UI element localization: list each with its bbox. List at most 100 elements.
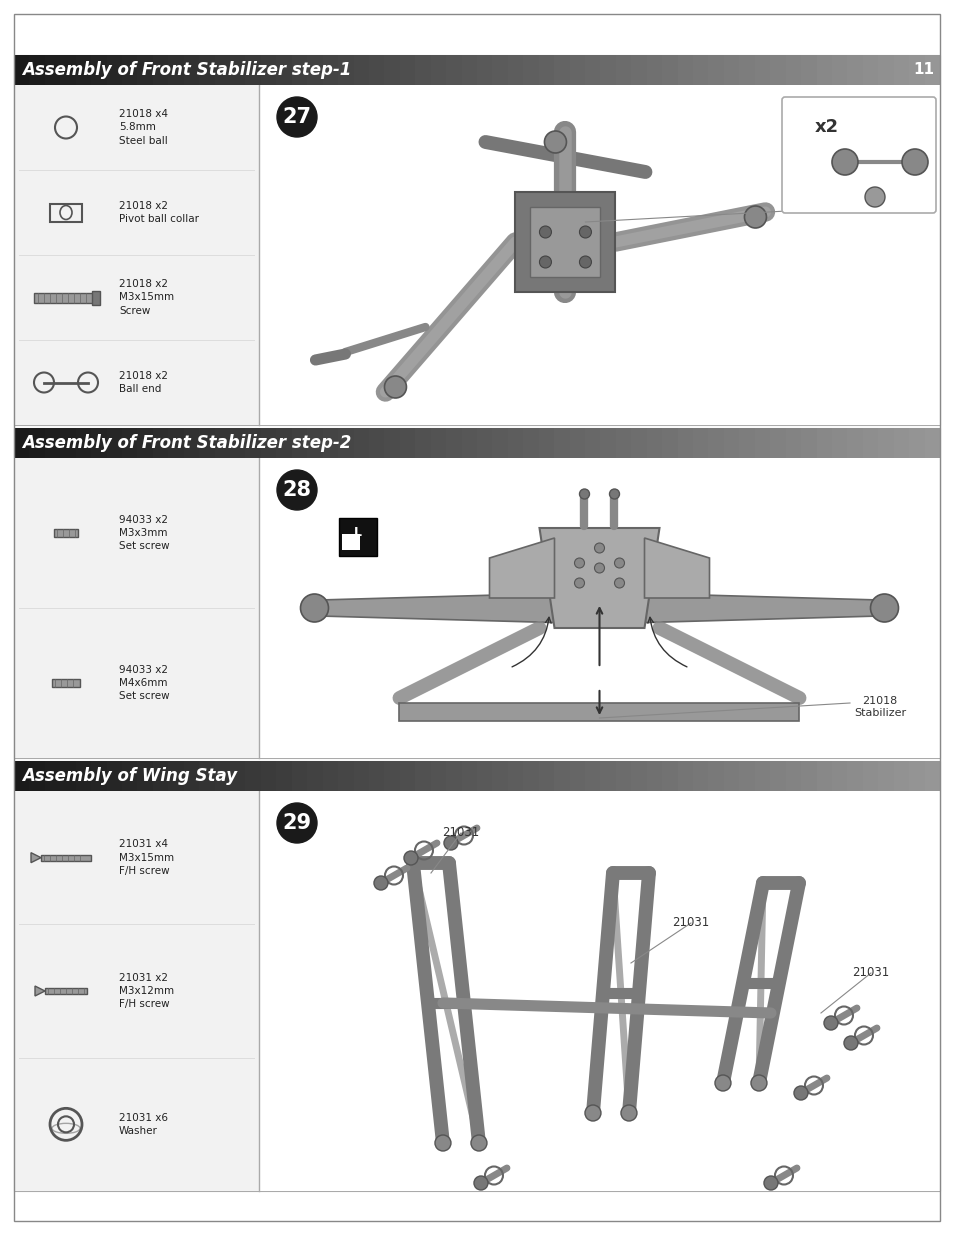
Bar [30, 56, 46, 85]
Text: 21031 x4
M3x15mm
F/H screw: 21031 x4 M3x15mm F/H screw [119, 840, 174, 876]
Bar [60, 429, 76, 458]
Bar [831, 761, 847, 790]
Bar [199, 429, 215, 458]
Bar [52, 679, 80, 687]
Bar [923, 56, 940, 85]
Bar [399, 429, 416, 458]
Text: 29: 29 [282, 813, 312, 832]
Circle shape [443, 836, 457, 850]
Bar [14, 56, 30, 85]
Bar [184, 761, 200, 790]
Bar [341, 534, 359, 550]
Bar [322, 761, 338, 790]
Bar [708, 761, 724, 790]
Bar [184, 429, 200, 458]
Bar [846, 429, 862, 458]
Bar [91, 56, 108, 85]
Bar [616, 429, 632, 458]
Text: x2: x2 [814, 119, 839, 136]
Bar [677, 761, 694, 790]
Circle shape [276, 803, 316, 844]
Bar [769, 429, 786, 458]
Bar [754, 761, 770, 790]
Bar [369, 761, 385, 790]
Bar [75, 761, 92, 790]
Bar [476, 761, 493, 790]
Bar [801, 56, 817, 85]
Bar [276, 56, 293, 85]
Polygon shape [30, 852, 41, 863]
Bar [616, 761, 632, 790]
Text: L: L [354, 526, 361, 538]
Bar [661, 761, 678, 790]
Text: Assembly of Front Stabilizer step-1: Assembly of Front Stabilizer step-1 [22, 61, 351, 79]
Bar [692, 429, 709, 458]
Circle shape [614, 558, 624, 568]
Bar [677, 429, 694, 458]
Bar [754, 56, 770, 85]
Bar [769, 56, 786, 85]
Bar [785, 761, 801, 790]
Bar [45, 761, 61, 790]
Text: 21018 x2
M3x15mm
Screw: 21018 x2 M3x15mm Screw [119, 279, 174, 316]
Bar [476, 429, 493, 458]
Bar [199, 56, 215, 85]
Bar [41, 855, 91, 861]
Text: 21031: 21031 [851, 967, 888, 979]
Text: Assembly of Wing Stay: Assembly of Wing Stay [22, 767, 237, 785]
Bar [507, 429, 524, 458]
Bar [878, 56, 894, 85]
Bar [91, 290, 100, 305]
Bar [538, 56, 555, 85]
Bar [846, 56, 862, 85]
Circle shape [869, 594, 898, 622]
Bar [399, 56, 416, 85]
Circle shape [276, 471, 316, 510]
Bar [245, 56, 262, 85]
Bar [14, 458, 258, 758]
Circle shape [823, 1016, 837, 1030]
Polygon shape [319, 593, 569, 622]
Circle shape [574, 558, 584, 568]
Text: 28: 28 [282, 480, 312, 500]
Bar [14, 429, 939, 758]
Bar [245, 429, 262, 458]
Circle shape [374, 876, 388, 890]
Bar [569, 429, 585, 458]
Bar [122, 429, 138, 458]
Bar [14, 56, 939, 425]
Bar [769, 761, 786, 790]
Bar [60, 761, 76, 790]
Bar [369, 429, 385, 458]
Bar [507, 56, 524, 85]
Bar [214, 56, 231, 85]
Bar [492, 761, 508, 790]
Circle shape [763, 1176, 777, 1191]
Bar [515, 191, 615, 291]
Bar [258, 85, 939, 425]
Circle shape [578, 226, 591, 238]
Bar [230, 56, 246, 85]
Bar [258, 790, 939, 1191]
Bar [908, 761, 924, 790]
Circle shape [300, 594, 328, 622]
Bar [60, 56, 76, 85]
Bar [646, 761, 662, 790]
Bar [384, 429, 400, 458]
Bar [122, 761, 138, 790]
Bar [584, 429, 600, 458]
Bar [337, 429, 355, 458]
Bar [258, 458, 939, 758]
Bar [584, 56, 600, 85]
Bar [261, 429, 277, 458]
Circle shape [384, 375, 406, 398]
Bar [708, 56, 724, 85]
Bar [554, 56, 570, 85]
Text: 27: 27 [282, 107, 312, 127]
Text: Assembly of Front Stabilizer step-2: Assembly of Front Stabilizer step-2 [22, 433, 351, 452]
Bar [538, 761, 555, 790]
Bar [354, 761, 370, 790]
Bar [739, 761, 755, 790]
Bar [430, 761, 447, 790]
Bar [584, 761, 600, 790]
